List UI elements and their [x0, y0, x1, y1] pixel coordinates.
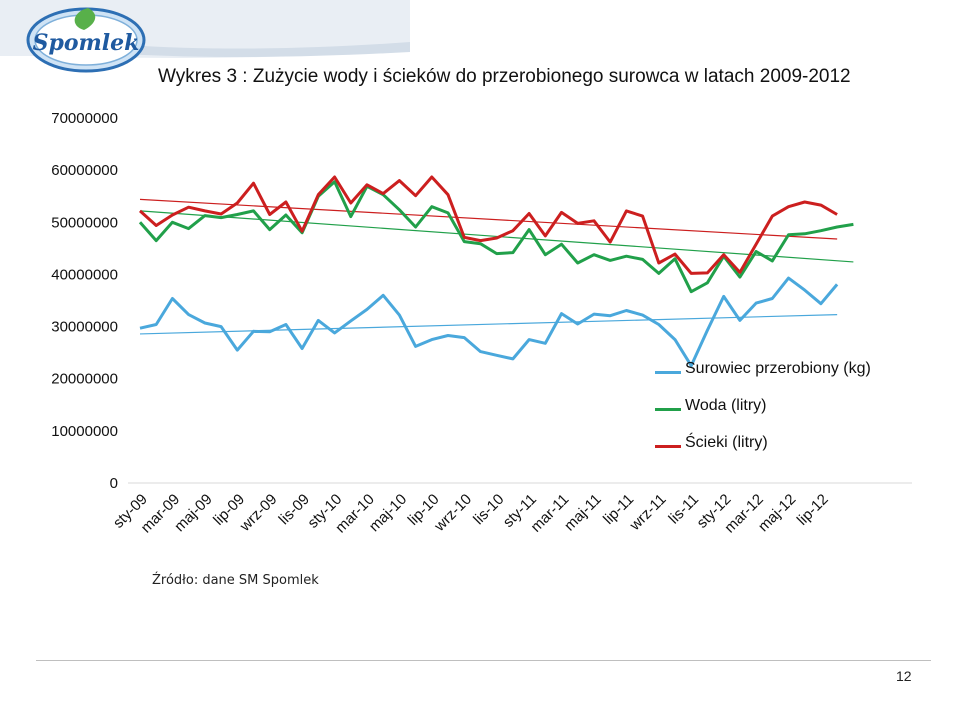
legend-swatch	[655, 408, 681, 411]
logo-leaf-icon	[74, 8, 96, 30]
trend-line-sewage	[139, 198, 838, 240]
x-tick-label: wrz-11	[626, 491, 670, 535]
chart-title: Wykres 3 : Zużycie wody i ścieków do prz…	[158, 66, 851, 87]
spomlek-logo: Spomlek	[0, 0, 410, 73]
y-axis: 0 10000000 20000000 30000000 40000000 5000000…	[51, 110, 912, 492]
x-tick-label: maj-11	[561, 491, 605, 535]
logo-swoosh-highlight	[70, 40, 410, 57]
y-tick-label: 40000000	[51, 266, 118, 283]
footer-divider	[36, 660, 931, 661]
x-tick-label: lip-12	[794, 491, 832, 529]
y-tick-label: 10000000	[51, 423, 118, 440]
page-number: 12	[896, 668, 912, 684]
logo-text: Spomlek	[33, 30, 140, 56]
legend-label: Woda (litry)	[685, 397, 767, 414]
y-tick-label: 70000000	[51, 110, 118, 127]
series-line-sewage	[138, 175, 838, 275]
y-tick-label: 50000000	[51, 214, 118, 231]
x-axis: sty-09mar-09maj-09lip-09wrz-09lis-09sty-…	[110, 491, 832, 537]
legend-label: Surowiec przerobiony (kg)	[685, 360, 871, 377]
y-tick-label: 0	[110, 475, 118, 492]
series-lines	[138, 175, 854, 368]
y-tick-label: 60000000	[51, 162, 118, 179]
legend-label: Ścieki (litry)	[685, 434, 768, 451]
y-tick-label: 20000000	[51, 371, 118, 388]
source-note: Źródło: dane SM Spomlek	[152, 573, 319, 588]
y-tick-label: 30000000	[51, 319, 118, 336]
series-line-raw	[139, 276, 839, 368]
legend-swatch	[655, 445, 681, 448]
line-chart: 0 10000000 20000000 30000000 40000000 5000000…	[51, 110, 912, 537]
series-line-water	[138, 180, 854, 294]
legend-swatch	[655, 371, 681, 374]
x-tick-label: lis-10	[470, 491, 507, 528]
trend-line-raw	[139, 314, 838, 335]
